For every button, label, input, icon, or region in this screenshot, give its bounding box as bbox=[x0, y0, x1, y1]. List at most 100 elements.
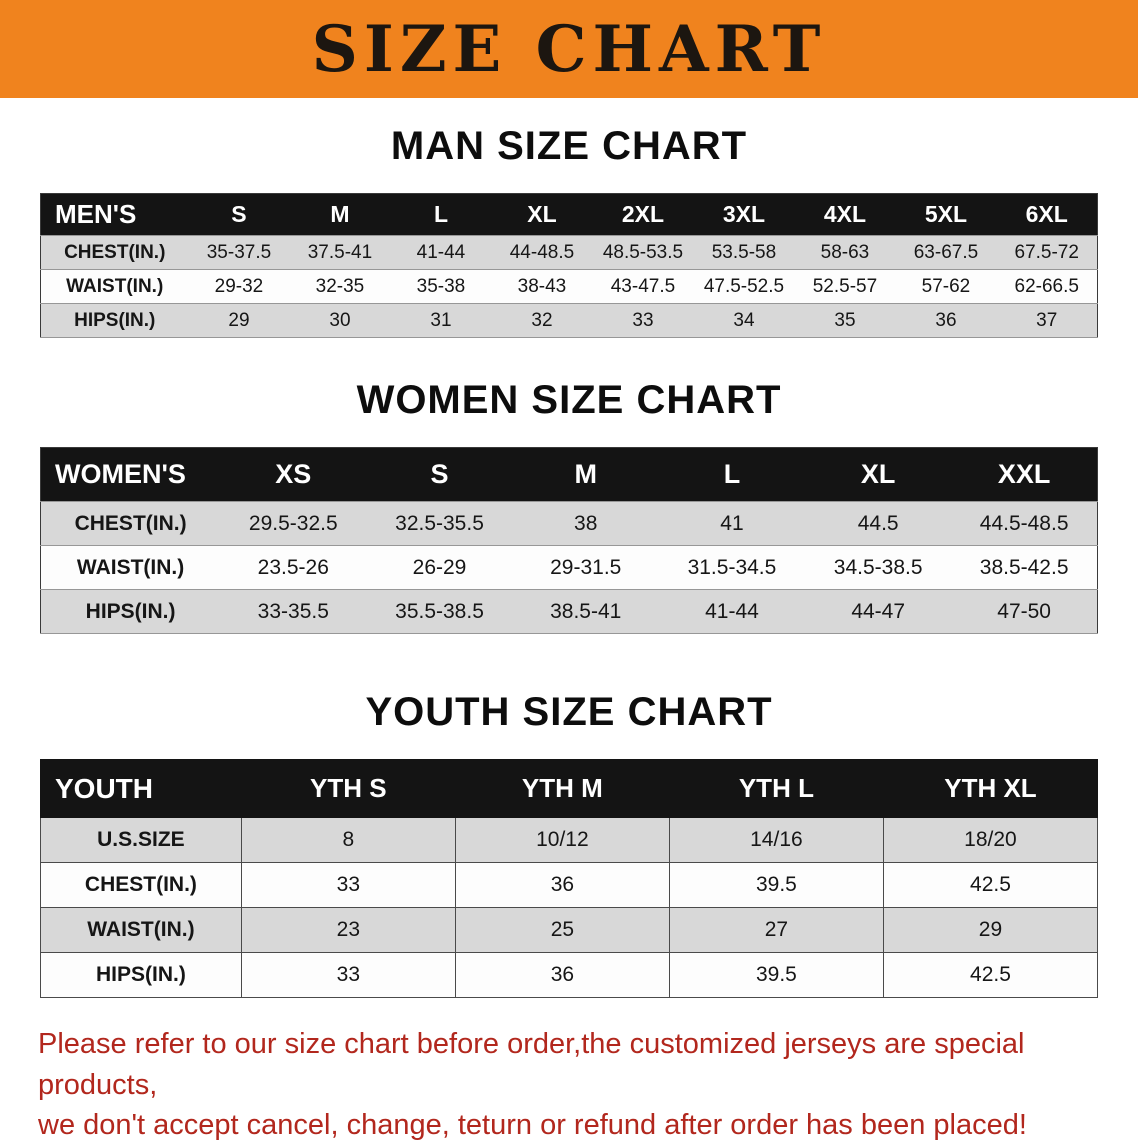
table-row: CHEST(IN.) 33 36 39.5 42.5 bbox=[40, 862, 1099, 908]
size-value-cell: 44.5 bbox=[805, 501, 952, 546]
table-corner-label: YOUTH bbox=[40, 759, 242, 818]
table-row: HIPS(IN.) 33-35.5 35.5-38.5 38.5-41 41-44 44-… bbox=[40, 589, 1098, 634]
size-value-cell: 41-44 bbox=[658, 589, 806, 634]
table-corner-label: MEN'S bbox=[40, 193, 189, 236]
size-value-cell: 30 bbox=[289, 303, 391, 338]
size-value-cell: 42.5 bbox=[882, 862, 1099, 908]
size-value-cell: 43-47.5 bbox=[592, 269, 694, 304]
size-value-cell: 38.5-41 bbox=[512, 589, 659, 634]
size-value-cell: 38.5-42.5 bbox=[951, 545, 1098, 590]
row-label: WAIST(IN.) bbox=[40, 269, 189, 304]
size-column-header: L bbox=[658, 447, 806, 502]
row-label: HIPS(IN.) bbox=[40, 952, 242, 998]
size-column-header: 5XL bbox=[895, 193, 997, 236]
size-column-header: XL bbox=[805, 447, 952, 502]
size-value-cell: 36 bbox=[895, 303, 997, 338]
women-table-body: CHEST(IN.) 29.5-32.5 32.5-35.5 38 41 44.5 44.5… bbox=[40, 501, 1098, 634]
section-women: WOMEN SIZE CHART WOMEN'S XS S M L XL XXL CHEST… bbox=[0, 378, 1138, 634]
page-title: SIZE CHART bbox=[311, 11, 827, 87]
disclaimer-line-2: we don't accept cancel, change, teturn o… bbox=[38, 1109, 1027, 1142]
women-size-chart-heading: WOMEN SIZE CHART bbox=[356, 378, 782, 422]
row-label: HIPS(IN.) bbox=[40, 589, 221, 634]
size-column-header: L bbox=[390, 193, 492, 236]
size-value-cell: 39.5 bbox=[668, 952, 884, 998]
size-column-header: YTH XL bbox=[882, 759, 1099, 818]
youth-table-header-row: YOUTH YTH S YTH M YTH L YTH XL bbox=[40, 759, 1099, 818]
size-value-cell: 32.5-35.5 bbox=[366, 501, 513, 546]
size-value-cell: 29 bbox=[882, 907, 1099, 953]
size-value-cell: 35-37.5 bbox=[188, 235, 290, 270]
size-value-cell: 23.5-26 bbox=[220, 545, 367, 590]
row-label: U.S.SIZE bbox=[40, 817, 242, 863]
size-value-cell: 34.5-38.5 bbox=[805, 545, 952, 590]
banner: SIZE CHART bbox=[0, 0, 1138, 98]
size-value-cell: 34 bbox=[693, 303, 795, 338]
size-value-cell: 18/20 bbox=[882, 817, 1099, 863]
size-column-header: YTH L bbox=[668, 759, 884, 818]
section-youth: YOUTH SIZE CHART YOUTH YTH S YTH M YTH L YTH… bbox=[0, 690, 1138, 998]
size-value-cell: 58-63 bbox=[794, 235, 896, 270]
table-row: CHEST(IN.) 35-37.5 37.5-41 41-44 44-48.5 48.5… bbox=[40, 235, 1098, 270]
table-row: HIPS(IN.) 33 36 39.5 42.5 bbox=[40, 952, 1099, 998]
size-value-cell: 29.5-32.5 bbox=[220, 501, 367, 546]
women-table-header-row: WOMEN'S XS S M L XL XXL bbox=[40, 447, 1098, 502]
size-column-header: XL bbox=[491, 193, 593, 236]
size-value-cell: 29-31.5 bbox=[512, 545, 659, 590]
youth-table-body: U.S.SIZE 8 10/12 14/16 18/20 CHEST(IN.) 33 36 39… bbox=[40, 817, 1099, 998]
size-value-cell: 29-32 bbox=[188, 269, 290, 304]
size-column-header: XS bbox=[220, 447, 367, 502]
size-column-header: S bbox=[366, 447, 513, 502]
section-men: MAN SIZE CHART MEN'S S M L XL 2XL 3XL 4XL 5XL 6XL… bbox=[0, 124, 1138, 338]
size-value-cell: 27 bbox=[668, 907, 884, 953]
disclaimer-note: Please refer to our size chart before or… bbox=[0, 1024, 1138, 1146]
row-label: CHEST(IN.) bbox=[40, 235, 189, 270]
size-column-header: 3XL bbox=[693, 193, 795, 236]
size-column-header: YTH S bbox=[240, 759, 456, 818]
table-row: HIPS(IN.) 29 30 31 32 33 34 35 36 37 bbox=[40, 303, 1098, 338]
size-value-cell: 36 bbox=[454, 862, 670, 908]
size-value-cell: 35-38 bbox=[390, 269, 492, 304]
size-value-cell: 63-67.5 bbox=[895, 235, 997, 270]
size-value-cell: 35.5-38.5 bbox=[366, 589, 513, 634]
size-value-cell: 31.5-34.5 bbox=[658, 545, 806, 590]
table-row: WAIST(IN.) 23 25 27 29 bbox=[40, 907, 1099, 953]
size-value-cell: 33-35.5 bbox=[220, 589, 367, 634]
men-table-body: CHEST(IN.) 35-37.5 37.5-41 41-44 44-48.5 48.5… bbox=[40, 235, 1098, 338]
table-corner-label: WOMEN'S bbox=[40, 447, 221, 502]
row-label: HIPS(IN.) bbox=[40, 303, 189, 338]
size-value-cell: 44-47 bbox=[805, 589, 952, 634]
table-row: WAIST(IN.) 23.5-26 26-29 29-31.5 31.5-34.5 34… bbox=[40, 545, 1098, 590]
size-value-cell: 29 bbox=[188, 303, 290, 338]
size-value-cell: 38-43 bbox=[491, 269, 593, 304]
table-row: CHEST(IN.) 29.5-32.5 32.5-35.5 38 41 44.5 44.5… bbox=[40, 501, 1098, 546]
size-value-cell: 25 bbox=[454, 907, 670, 953]
size-value-cell: 38 bbox=[512, 501, 659, 546]
size-value-cell: 36 bbox=[454, 952, 670, 998]
size-value-cell: 53.5-58 bbox=[693, 235, 795, 270]
men-table-header-row: MEN'S S M L XL 2XL 3XL 4XL 5XL 6XL bbox=[40, 193, 1098, 236]
size-value-cell: 47.5-52.5 bbox=[693, 269, 795, 304]
size-column-header: 4XL bbox=[794, 193, 896, 236]
row-label: WAIST(IN.) bbox=[40, 545, 221, 590]
row-label: CHEST(IN.) bbox=[40, 501, 221, 546]
size-value-cell: 67.5-72 bbox=[996, 235, 1098, 270]
size-value-cell: 39.5 bbox=[668, 862, 884, 908]
size-column-header: M bbox=[512, 447, 659, 502]
size-value-cell: 14/16 bbox=[668, 817, 884, 863]
size-value-cell: 62-66.5 bbox=[996, 269, 1098, 304]
women-size-table: WOMEN'S XS S M L XL XXL CHEST(IN.) 29.5-32.5 32.… bbox=[40, 447, 1098, 634]
size-value-cell: 33 bbox=[240, 952, 456, 998]
size-value-cell: 33 bbox=[240, 862, 456, 908]
table-row: U.S.SIZE 8 10/12 14/16 18/20 bbox=[40, 817, 1099, 863]
men-size-table: MEN'S S M L XL 2XL 3XL 4XL 5XL 6XL CHEST(IN.) 35-3… bbox=[40, 193, 1098, 338]
youth-size-chart-heading: YOUTH SIZE CHART bbox=[365, 690, 773, 734]
size-value-cell: 32 bbox=[491, 303, 593, 338]
size-value-cell: 10/12 bbox=[454, 817, 670, 863]
size-value-cell: 26-29 bbox=[366, 545, 513, 590]
size-value-cell: 23 bbox=[240, 907, 456, 953]
size-column-header: M bbox=[289, 193, 391, 236]
size-column-header: 2XL bbox=[592, 193, 694, 236]
size-value-cell: 44-48.5 bbox=[491, 235, 593, 270]
size-value-cell: 44.5-48.5 bbox=[951, 501, 1098, 546]
